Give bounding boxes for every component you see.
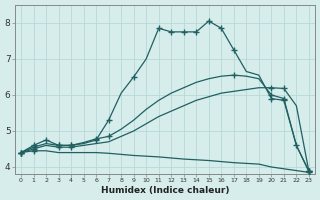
X-axis label: Humidex (Indice chaleur): Humidex (Indice chaleur) [101, 186, 229, 195]
